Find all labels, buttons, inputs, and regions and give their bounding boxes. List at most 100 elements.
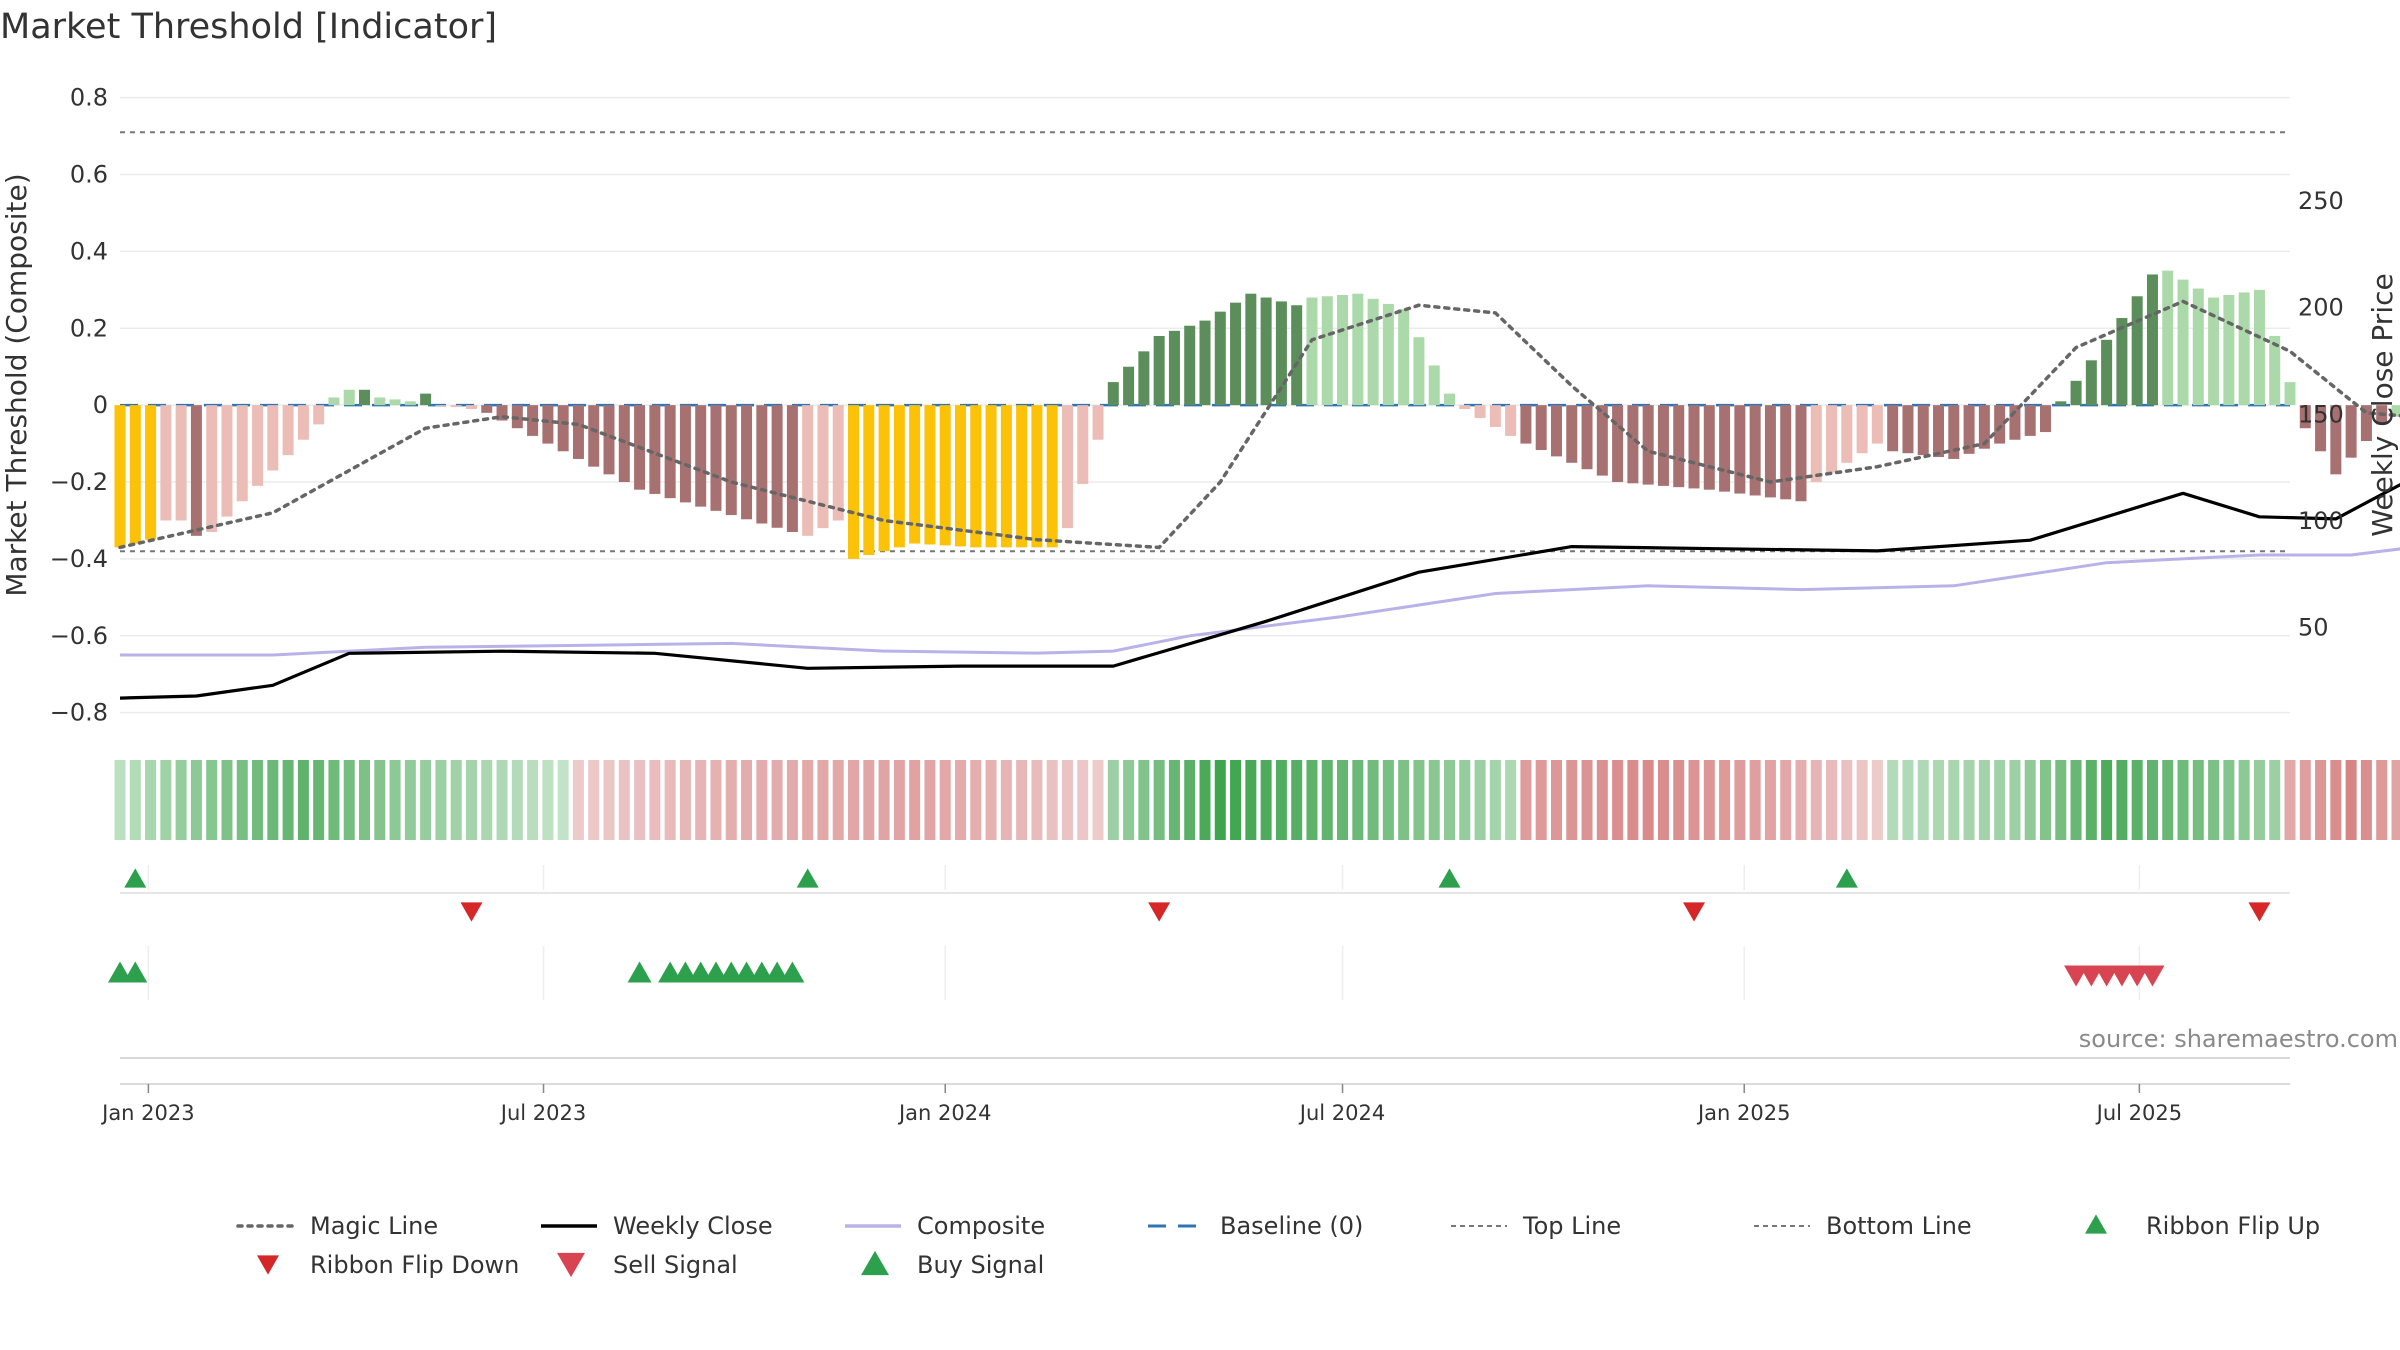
ribbon-cell [1459,760,1471,840]
ribbon-cell [1826,760,1838,840]
threshold-bar [1153,335,1165,406]
ribbon-cell [2315,760,2327,840]
ribbon-cell [664,760,676,840]
ribbon-flip-down-marker [2248,902,2271,922]
ribbon-cell [1337,760,1349,840]
threshold-bar [1230,302,1242,406]
ribbon-cell [588,760,600,840]
threshold-bar [2085,360,2097,406]
threshold-bar [1917,405,1929,456]
threshold-bar [832,405,844,521]
ribbon-cell [1489,760,1501,840]
ribbon-cell [2162,760,2174,840]
x-axis: Jan 2023 Jul 2023 Jan 2024 Jul 2024 Jan 2025… [100,1083,2290,1125]
ribbon-cell [634,760,646,840]
left-axis-ticks: 0.8 0.6 0.4 0.2 0 −0.2 −0.4 −0.6 −0.8 [50,84,108,727]
threshold-bar [1382,303,1394,406]
ribbon-cell [450,760,462,840]
threshold-bar [2162,270,2174,406]
ribbon-cell [1841,760,1853,840]
ribbon-cell [832,760,844,840]
ribbon-cell [2070,760,2082,840]
ribbon-cell [1734,760,1746,840]
threshold-bar [1199,320,1211,406]
sell-signal-marker [2094,965,2119,987]
threshold-bar [297,405,309,440]
x-tick-label: Jan 2023 [100,1101,195,1125]
ribbon-cell [1291,760,1303,840]
threshold-bar [2116,318,2128,406]
ribbon-cell [1474,760,1486,840]
threshold-bar [1428,365,1440,406]
threshold-bar [588,405,600,467]
threshold-bar [893,405,905,548]
threshold-bar [404,401,416,406]
threshold-bar [1107,382,1119,406]
ribbon-cell [1627,760,1639,840]
threshold-bar [1978,405,1990,449]
left-tick-label: −0.6 [50,622,108,650]
threshold-bar [572,405,584,459]
ribbon-cell [435,760,447,840]
ribbon-cell [542,760,554,840]
ribbon-cell [313,760,325,840]
threshold-bar [1398,309,1410,406]
ribbon-cell [1398,760,1410,840]
threshold-bar [328,397,340,406]
threshold-bar [1841,405,1853,463]
ribbon-cell [863,760,875,840]
ribbon-cell [848,760,860,840]
ribbon-cell [1352,760,1364,840]
ribbon-cell [557,760,569,840]
ribbon-cell [1795,760,1807,840]
ribbon-cell [297,760,309,840]
ribbon-cell [2208,760,2220,840]
threshold-bar [1046,405,1058,548]
threshold-bar [2345,405,2357,458]
threshold-bar [771,405,783,528]
ribbon-flip-up-marker [1835,868,1858,888]
trend-ribbon [114,760,2400,840]
ribbon-cell [1061,760,1073,840]
ribbon-cell [267,760,279,840]
ribbon-cell [1321,760,1333,840]
buy-signal-marker [719,961,744,983]
threshold-bar [175,405,187,521]
ribbon-cell [2330,760,2342,840]
threshold-bar [679,405,691,503]
threshold-bar [481,405,493,413]
ribbon-cell [1031,760,1043,840]
ribbon-cell [374,760,386,840]
ribbon-cell [985,760,997,840]
threshold-bar [2024,405,2036,436]
ribbon-cell [481,760,493,840]
ribbon-cell [1642,760,1654,840]
legend-label: Ribbon Flip Down [310,1251,519,1279]
ribbon-cell [1092,760,1104,840]
ribbon-flip-up-marker [124,868,147,888]
left-tick-label: 0.6 [70,161,108,189]
ribbon-cell [1856,760,1868,840]
threshold-bar [1764,405,1776,498]
right-tick-label: 250 [2298,187,2344,215]
ribbon-cell [1505,760,1517,840]
threshold-bar [129,405,141,544]
ribbon-cell [236,760,248,840]
threshold-bar [985,405,997,548]
left-tick-label: 0.4 [70,237,108,265]
ribbon-cell [2146,760,2158,840]
threshold-bar [1657,405,1669,486]
buy-signal-marker [627,961,652,983]
x-tick-label: Jul 2023 [499,1101,586,1125]
ribbon-cell [802,760,814,840]
legend-swatch [861,1250,889,1276]
ribbon-cell [1260,760,1272,840]
legend-swatch [257,1255,279,1275]
ribbon-cell [2376,760,2388,840]
ribbon-cell [221,760,233,840]
chart-title: Market Threshold [Indicator] [0,7,497,47]
threshold-bar [1719,405,1731,492]
threshold-bar [756,405,768,524]
left-axis-label: Market Threshold (Composite) [0,173,33,596]
threshold-bar [557,405,569,452]
